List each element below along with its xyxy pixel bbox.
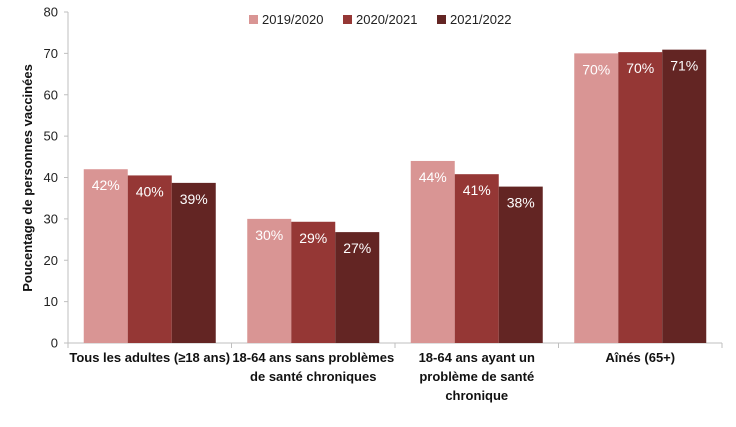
bar [291, 221, 336, 343]
data-label: 70% [626, 60, 654, 76]
legend-label: 2020/2021 [356, 12, 417, 27]
data-label: 40% [136, 183, 164, 199]
legend: 2019/2020 2020/2021 2021/2022 [249, 12, 511, 27]
y-tick-label: 50 [44, 129, 58, 144]
y-axis-title: Poucentage de personnes vaccinées [20, 64, 35, 292]
category-labels: Tous les adultes (≥18 ans) 18-64 ans sans… [69, 350, 675, 403]
data-label: 44% [419, 169, 447, 185]
data-labels: 42% 40% 39% 30% 29% 27% 44% 41% 38% 70% 70% 71% [92, 58, 699, 256]
y-tick-label: 30 [44, 211, 58, 226]
legend-label: 2021/2022 [450, 12, 511, 27]
data-label: 42% [92, 177, 120, 193]
data-label: 29% [299, 230, 327, 246]
category-label: 18-64 ans ayant un problème de santé chron… [419, 350, 535, 403]
legend-swatch [249, 15, 258, 24]
bar [498, 186, 543, 343]
bars [83, 49, 707, 344]
bar [454, 174, 499, 343]
data-label: 39% [180, 191, 208, 207]
legend-swatch [437, 15, 446, 24]
category-label: Tous les adultes (≥18 ans) [69, 350, 230, 365]
category-label: Aînés (65+) [605, 350, 675, 365]
y-axis-label: Poucentage de personnes vaccinées [20, 64, 35, 292]
y-tick-label: 80 [44, 5, 58, 20]
bar [127, 175, 172, 343]
bar [83, 169, 128, 343]
y-tick-label: 40 [44, 170, 58, 185]
data-label: 41% [463, 182, 491, 198]
data-label: 71% [670, 58, 698, 74]
bar [410, 160, 455, 343]
bar [662, 49, 707, 344]
legend-swatch [343, 15, 352, 24]
bar [574, 53, 619, 343]
y-tick-label: 60 [44, 87, 58, 102]
y-tick-label: 0 [51, 336, 58, 351]
legend-label: 2019/2020 [262, 12, 323, 27]
data-label: 30% [255, 227, 283, 243]
data-label: 38% [507, 195, 535, 211]
data-label: 70% [582, 61, 610, 77]
bar [618, 52, 663, 343]
data-label: 27% [343, 240, 371, 256]
category-label: 18-64 ans sans problèmes de santé chroniq… [232, 350, 394, 384]
y-tick-label: 10 [44, 294, 58, 309]
bar [247, 218, 292, 343]
y-tick-label: 20 [44, 253, 58, 268]
bar [335, 232, 380, 343]
bar [171, 182, 216, 343]
y-tick-label: 70 [44, 46, 58, 61]
